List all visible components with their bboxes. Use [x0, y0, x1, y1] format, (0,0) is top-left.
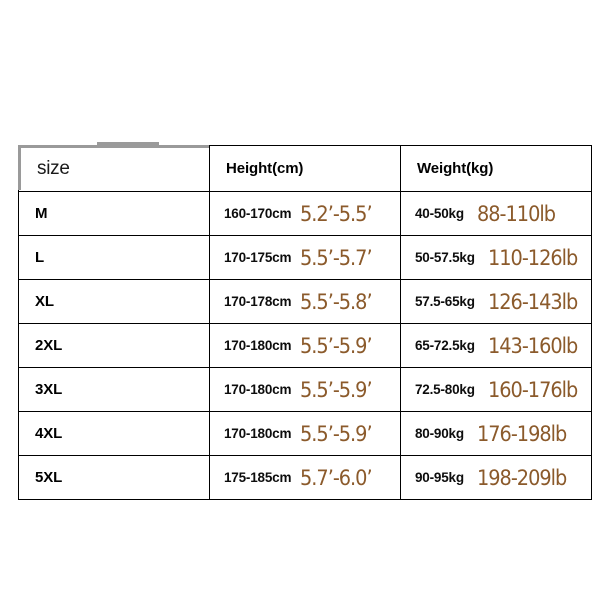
weight-metric: 72.5-80kg	[415, 382, 475, 397]
size-label: 4XL	[35, 425, 63, 442]
cell-size: 4XL	[18, 411, 210, 456]
height-imperial: 5.2’-5.5’	[300, 201, 373, 226]
weight-metric: 80-90kg	[415, 426, 464, 441]
size-label: XL	[35, 293, 54, 310]
table-row: 2XL 170-180cm 5.5’-5.9’ 65-72.5kg 143-160lb	[18, 323, 592, 368]
size-chart-body: size Height(cm) Weight(kg) M 160-170cm 5.2…	[17, 141, 592, 500]
weight-imperial: 176-198lb	[476, 421, 567, 446]
cell-weight: 40-50kg 88-110lb	[400, 191, 592, 236]
cell-size: XL	[18, 279, 210, 324]
weight-imperial: 198-209lb	[476, 465, 567, 490]
cell-height: 170-180cm 5.5’-5.9’	[209, 411, 401, 456]
height-metric: 170-180cm	[224, 338, 292, 353]
height-imperial: 5.5’-5.9’	[300, 377, 373, 402]
cell-height: 160-170cm 5.2’-5.5’	[209, 191, 401, 236]
cell-size: 5XL	[18, 455, 210, 500]
table-row: 3XL 170-180cm 5.5’-5.9’ 72.5-80kg 160-176lb	[18, 367, 592, 412]
height-values: 170-180cm 5.5’-5.9’	[210, 412, 400, 455]
weight-imperial: 126-143lb	[487, 289, 578, 314]
cell-height: 170-180cm 5.5’-5.9’	[209, 367, 401, 412]
height-imperial: 5.7’-6.0’	[300, 465, 373, 490]
height-values: 170-175cm 5.5’-5.7’	[210, 236, 400, 279]
header-label-weight: Weight(kg)	[417, 160, 494, 177]
weight-metric: 65-72.5kg	[415, 338, 475, 353]
weight-imperial: 88-110lb	[476, 201, 556, 226]
cell-weight: 80-90kg 176-198lb	[400, 411, 592, 456]
header-cell-height: Height(cm)	[209, 145, 401, 192]
height-metric: 170-175cm	[224, 250, 292, 265]
height-metric: 175-185cm	[224, 470, 292, 485]
height-metric: 170-180cm	[224, 382, 292, 397]
cell-weight: 72.5-80kg 160-176lb	[400, 367, 592, 412]
table-row: L 170-175cm 5.5’-5.7’ 50-57.5kg 110-126lb	[18, 235, 592, 280]
header-label-size: size	[37, 157, 70, 179]
height-imperial: 5.5’-5.7’	[300, 245, 373, 270]
height-imperial: 5.5’-5.9’	[300, 333, 373, 358]
size-label: L	[35, 249, 45, 266]
header-cell-weight: Weight(kg)	[400, 145, 592, 192]
cell-size: 3XL	[18, 367, 210, 412]
height-metric: 160-170cm	[224, 206, 292, 221]
size-cell-selection-handle	[97, 141, 159, 146]
weight-values: 57.5-65kg 126-143lb	[401, 280, 591, 323]
header-label-height: Height(cm)	[226, 160, 304, 177]
weight-values: 80-90kg 176-198lb	[401, 412, 591, 455]
weight-metric: 50-57.5kg	[415, 250, 475, 265]
weight-imperial: 160-176lb	[487, 377, 578, 402]
table-row: 5XL 175-185cm 5.7’-6.0’ 90-95kg 198-209lb	[18, 455, 592, 500]
table-row: XL 170-178cm 5.5’-5.8’ 57.5-65kg 126-143lb	[18, 279, 592, 324]
cell-height: 170-178cm 5.5’-5.8’	[209, 279, 401, 324]
size-label: 2XL	[35, 337, 63, 354]
cell-size: 2XL	[18, 323, 210, 368]
weight-metric: 57.5-65kg	[415, 294, 475, 309]
cell-size: M	[18, 191, 210, 236]
table-row: M 160-170cm 5.2’-5.5’ 40-50kg 88-110lb	[18, 191, 592, 236]
table-row: 4XL 170-180cm 5.5’-5.9’ 80-90kg 176-198lb	[18, 411, 592, 456]
weight-values: 90-95kg 198-209lb	[401, 456, 591, 499]
weight-values: 50-57.5kg 110-126lb	[401, 236, 591, 279]
height-values: 170-178cm 5.5’-5.8’	[210, 280, 400, 323]
cell-size: L	[18, 235, 210, 280]
table-header-row: size Height(cm) Weight(kg)	[17, 141, 592, 192]
size-chart-table: size Height(cm) Weight(kg) M 160-170cm 5.2…	[17, 141, 592, 500]
size-label: M	[35, 205, 48, 222]
weight-imperial: 143-160lb	[487, 333, 578, 358]
height-values: 170-180cm 5.5’-5.9’	[210, 324, 400, 367]
weight-metric: 40-50kg	[415, 206, 464, 221]
cell-weight: 57.5-65kg 126-143lb	[400, 279, 592, 324]
height-imperial: 5.5’-5.8’	[300, 289, 373, 314]
cell-weight: 50-57.5kg 110-126lb	[400, 235, 592, 280]
weight-values: 40-50kg 88-110lb	[401, 192, 591, 235]
header-cell-size: size	[17, 141, 210, 192]
cell-weight: 90-95kg 198-209lb	[400, 455, 592, 500]
size-label: 5XL	[35, 469, 63, 486]
weight-metric: 90-95kg	[415, 470, 464, 485]
cell-height: 175-185cm 5.7’-6.0’	[209, 455, 401, 500]
cell-height: 170-175cm 5.5’-5.7’	[209, 235, 401, 280]
height-values: 160-170cm 5.2’-5.5’	[210, 192, 400, 235]
height-metric: 170-180cm	[224, 426, 292, 441]
size-label: 3XL	[35, 381, 63, 398]
weight-values: 65-72.5kg 143-160lb	[401, 324, 591, 367]
weight-values: 72.5-80kg 160-176lb	[401, 368, 591, 411]
weight-imperial: 110-126lb	[487, 245, 578, 270]
height-imperial: 5.5’-5.9’	[300, 421, 373, 446]
height-metric: 170-178cm	[224, 294, 292, 309]
height-values: 175-185cm 5.7’-6.0’	[210, 456, 400, 499]
cell-height: 170-180cm 5.5’-5.9’	[209, 323, 401, 368]
height-values: 170-180cm 5.5’-5.9’	[210, 368, 400, 411]
cell-weight: 65-72.5kg 143-160lb	[400, 323, 592, 368]
